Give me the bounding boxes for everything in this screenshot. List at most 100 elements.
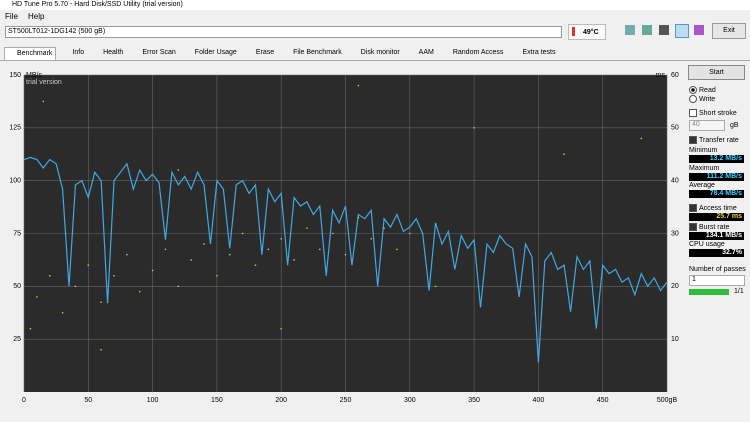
tab[interactable]: Erase (255, 49, 275, 56)
access-point (563, 153, 565, 155)
y-tick-label: 25 (13, 336, 21, 343)
checkbox-label: Transfer rate (699, 136, 739, 144)
access-point (203, 243, 205, 245)
watermark: trial version (26, 79, 62, 86)
y-tick-label: 50 (13, 283, 21, 290)
unit-label: gB (730, 122, 739, 129)
x-tick-label: 500gB (657, 397, 678, 404)
x-tick-label: 50 (84, 397, 92, 404)
access-point (473, 127, 475, 129)
tab[interactable]: Extra tests (522, 49, 556, 56)
tab[interactable]: Benchmark (4, 47, 57, 60)
access-point (241, 232, 244, 235)
checkbox-label: Short stroke (699, 109, 737, 117)
access-point (280, 327, 282, 330)
checkbox-label: Access time (699, 204, 737, 212)
access-time-value: 25.7 ms (689, 213, 744, 221)
drive-select[interactable]: ST500LT012-1DG142 (500 gB) (5, 26, 562, 38)
x-tick-label: 300 (404, 397, 416, 404)
access-point (383, 227, 385, 229)
access-point (100, 349, 102, 351)
short-stroke-checkbox[interactable]: Short stroke (689, 109, 737, 117)
chart: MB/s ms trial version 25 50 75 100 125 150 10 20 30… (9, 72, 679, 404)
toolbar-button[interactable] (659, 25, 669, 35)
tab[interactable]: Health (103, 49, 124, 56)
menu-item[interactable]: File (5, 12, 18, 21)
access-point (640, 137, 642, 140)
cpu-label: CPU usage (689, 241, 725, 248)
y2-tick-label: 50 (671, 125, 679, 132)
access-point (357, 84, 360, 87)
toolbar-button[interactable] (625, 25, 635, 35)
toolbar-button[interactable] (675, 24, 689, 38)
menu-item[interactable]: Help (28, 12, 45, 21)
exit-button[interactable]: Exit (712, 23, 746, 39)
y-axis-label: MB/s (26, 72, 42, 79)
y2-tick-label: 40 (671, 178, 679, 185)
access-point (87, 264, 89, 266)
access-point (370, 238, 372, 240)
access-point (113, 275, 115, 277)
window-title: HD Tune Pro 5.70 - Hard Disk/SSD Utility… (12, 1, 183, 8)
access-point (151, 269, 154, 272)
tab[interactable]: Disk monitor (360, 49, 400, 56)
passes-label: Number of passes (689, 266, 746, 273)
tab[interactable]: Random Access (452, 49, 504, 56)
access-point (36, 296, 38, 298)
passes-input[interactable]: 1 (689, 275, 745, 286)
y2-tick-label: 20 (671, 283, 679, 290)
access-point (74, 285, 77, 288)
tab[interactable]: Error Scan (142, 49, 176, 56)
progress-bar (689, 289, 729, 295)
read-radio[interactable]: Read (689, 86, 716, 94)
access-point (177, 169, 180, 171)
access-point (434, 285, 437, 288)
tab[interactable]: Folder Usage (194, 49, 237, 56)
x-tick-label: 400 (533, 397, 545, 404)
transfer-line (23, 156, 668, 363)
x-tick-label: 0 (22, 397, 26, 404)
short-stroke-input[interactable]: 40 (689, 120, 725, 131)
tab[interactable]: AAM (418, 49, 434, 56)
x-tick-label: 350 (468, 397, 480, 404)
x-tick-label: 250 (340, 397, 352, 404)
burst-rate-checkbox[interactable]: Burst rate (689, 223, 729, 231)
access-point (409, 232, 411, 235)
access-point (177, 285, 180, 288)
toolbar-button[interactable] (694, 25, 704, 35)
y2-tick-label: 60 (671, 72, 679, 79)
temperature-value: 49°C (583, 29, 599, 36)
drive-name: ST500LT012-1DG142 (500 gB) (8, 28, 106, 35)
burst-rate-value: 134.1 MB/s (689, 232, 744, 240)
y2-axis-label: ms (656, 72, 666, 79)
minimum-value: 13.2 MB/s (689, 155, 744, 163)
access-point (331, 232, 334, 235)
toolbar-button[interactable] (642, 25, 652, 35)
progress-label: 1/1 (734, 288, 744, 295)
tab[interactable]: File Benchmark (293, 49, 342, 56)
access-time-checkbox[interactable]: Access time (689, 204, 737, 212)
access-point (396, 248, 398, 251)
write-radio[interactable]: Write (689, 95, 715, 103)
y-tick-label: 75 (13, 230, 21, 237)
access-point (267, 248, 270, 251)
temperature: 49°C (568, 24, 606, 40)
access-point (49, 275, 51, 277)
x-tick-label: 150 (211, 397, 223, 404)
access-point (61, 312, 64, 314)
access-point (319, 248, 321, 251)
y2-tick-label: 10 (671, 336, 679, 343)
tab[interactable]: Info (72, 49, 85, 56)
maximum-label: Maximum (689, 165, 720, 172)
access-point (306, 227, 308, 229)
access-point (216, 275, 218, 277)
access-point (42, 100, 44, 103)
y-tick-label: 125 (9, 125, 21, 132)
start-button[interactable]: Start (688, 65, 745, 80)
x-tick-label: 100 (147, 397, 159, 404)
x-tick-label: 450 (597, 397, 609, 404)
y-tick-label: 100 (9, 178, 21, 185)
transfer-rate-checkbox[interactable]: Transfer rate (689, 136, 739, 144)
access-point (280, 238, 282, 240)
